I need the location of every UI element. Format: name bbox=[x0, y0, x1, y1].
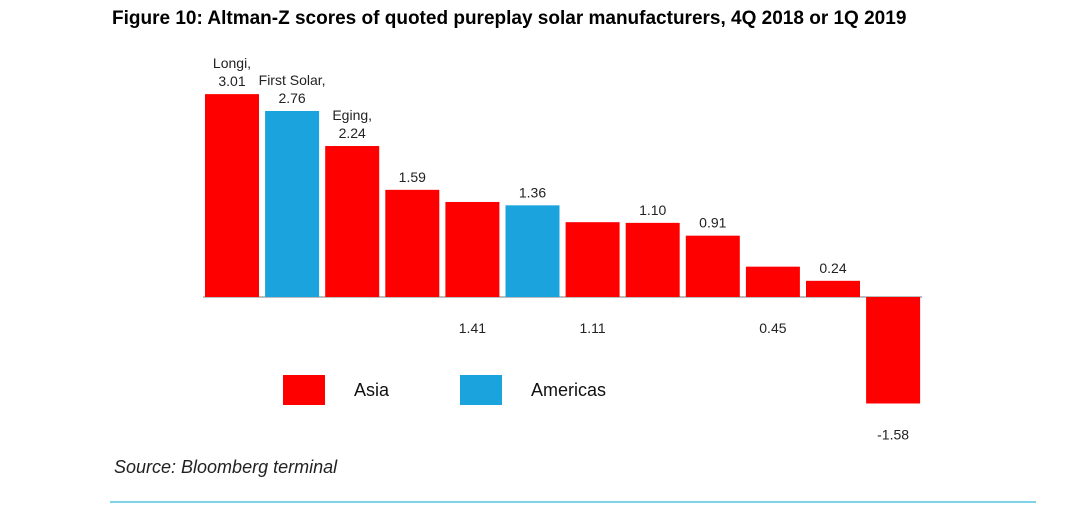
bar-2 bbox=[325, 146, 380, 297]
legend-label-asia: Asia bbox=[354, 379, 390, 400]
source-note: Source: Bloomberg terminal bbox=[114, 457, 338, 477]
bottom-rule bbox=[110, 501, 1036, 503]
value-label-11: -1.58 bbox=[877, 426, 909, 442]
value-label-4: 1.41 bbox=[459, 320, 486, 336]
bar-0 bbox=[205, 94, 259, 297]
legend-swatch-asia bbox=[283, 375, 325, 405]
value-label-8: 0.91 bbox=[699, 215, 726, 231]
name-label-2: Eging, bbox=[332, 107, 372, 123]
value-label-9: 0.45 bbox=[759, 320, 786, 336]
value-label-5: 1.36 bbox=[519, 184, 546, 200]
value-label-10: 0.24 bbox=[819, 260, 846, 276]
value-label-7: 1.10 bbox=[639, 202, 666, 218]
legend-swatch-americas bbox=[460, 375, 502, 405]
value-label-0: 3.01 bbox=[218, 73, 245, 89]
legend-label-americas: Americas bbox=[531, 379, 607, 400]
bar-7 bbox=[625, 222, 680, 297]
legend-item-americas: Americas bbox=[460, 375, 606, 405]
chart-title: Figure 10: Altman-Z scores of quoted pur… bbox=[112, 8, 907, 29]
bar-9 bbox=[745, 266, 800, 297]
value-label-2: 2.24 bbox=[339, 125, 366, 141]
value-label-3: 1.59 bbox=[399, 169, 426, 185]
bar-8 bbox=[685, 235, 740, 297]
value-label-6: 1.11 bbox=[579, 320, 605, 336]
name-label-0: Longi, bbox=[213, 55, 251, 71]
legend-item-asia: Asia bbox=[283, 375, 389, 405]
bar-10 bbox=[806, 280, 860, 297]
name-label-1: First Solar, bbox=[259, 72, 326, 88]
bar-3 bbox=[385, 189, 440, 297]
bar-6 bbox=[565, 222, 620, 297]
value-label-1: 2.76 bbox=[278, 90, 305, 106]
bar-4 bbox=[445, 201, 500, 297]
bar-11 bbox=[866, 297, 921, 404]
bar-5 bbox=[505, 205, 560, 297]
bar-1 bbox=[265, 110, 320, 297]
